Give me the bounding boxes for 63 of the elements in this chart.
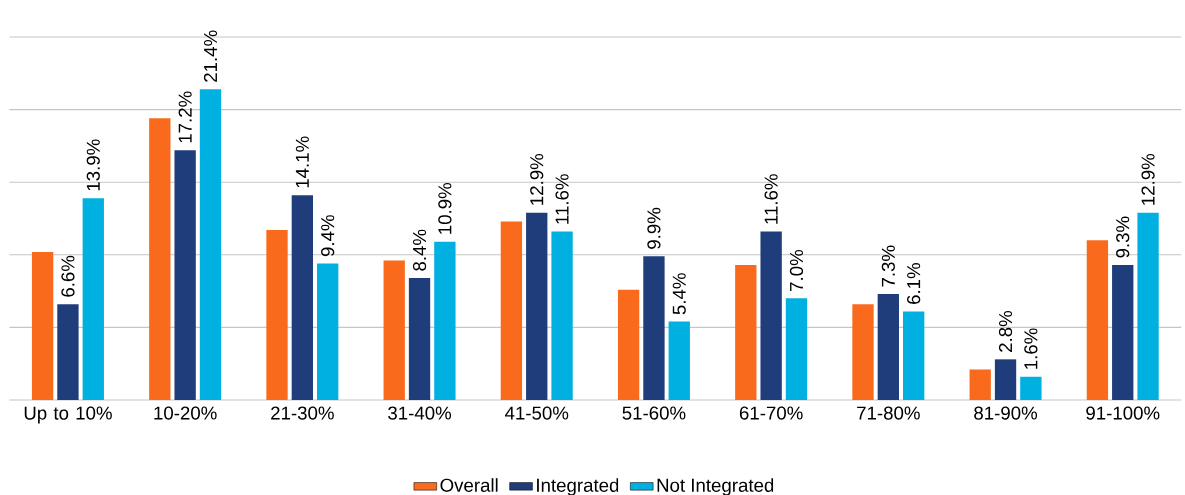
data-label: 9.3% bbox=[1116, 216, 1130, 258]
data-label: 12.9% bbox=[530, 153, 544, 205]
data-label: 2.8% bbox=[998, 310, 1013, 352]
data-label: 13.9% bbox=[86, 139, 100, 191]
x-tick-label: 31-40% bbox=[388, 406, 452, 420]
bar bbox=[760, 231, 782, 400]
bar bbox=[82, 198, 104, 400]
bar bbox=[57, 304, 79, 400]
data-label: 9.9% bbox=[647, 207, 661, 249]
bar bbox=[174, 150, 196, 400]
data-label: 5.4% bbox=[672, 273, 686, 315]
x-tick-label: 10-20% bbox=[154, 406, 217, 420]
bar bbox=[149, 118, 171, 400]
bar bbox=[1086, 240, 1109, 400]
data-label: 12.9% bbox=[1141, 153, 1155, 205]
bar bbox=[735, 264, 757, 400]
bar bbox=[877, 293, 899, 400]
data-label: 14.1% bbox=[295, 136, 309, 188]
data-label: 11.6% bbox=[555, 174, 569, 224]
bar bbox=[383, 260, 405, 400]
bar bbox=[500, 221, 523, 400]
x-tick-label: 41-50% bbox=[504, 406, 569, 420]
data-label: 9.4% bbox=[321, 215, 335, 257]
bar bbox=[903, 311, 925, 400]
x-tick-label: Up to 10% bbox=[24, 406, 112, 424]
bar bbox=[1112, 264, 1134, 400]
bar bbox=[408, 278, 431, 400]
data-label: 11.6% bbox=[764, 174, 778, 224]
x-tick-label: 51-60% bbox=[622, 406, 686, 420]
data-label: 6.6% bbox=[61, 255, 75, 297]
data-label: 10.9% bbox=[438, 182, 452, 234]
bar bbox=[969, 369, 991, 400]
bar bbox=[643, 256, 665, 400]
data-label: 1.6% bbox=[1024, 328, 1038, 369]
data-label: 6.1% bbox=[907, 263, 921, 304]
legend-label: Integrated bbox=[537, 478, 619, 495]
x-tick-label: 91-100% bbox=[1086, 406, 1160, 420]
x-tick-label: 71-80% bbox=[857, 406, 920, 420]
bar bbox=[852, 304, 874, 400]
bar bbox=[266, 230, 288, 400]
bar bbox=[785, 298, 808, 400]
bar bbox=[551, 231, 573, 400]
x-tick-label: 81-90% bbox=[974, 406, 1038, 420]
bar bbox=[199, 89, 222, 400]
bar bbox=[434, 241, 456, 400]
bar bbox=[617, 289, 640, 400]
legend-label: Overall bbox=[440, 478, 498, 492]
data-label: 7.0% bbox=[789, 249, 804, 291]
data-label: 21.4% bbox=[203, 30, 218, 82]
data-label: 8.4% bbox=[412, 229, 427, 271]
bar bbox=[526, 212, 548, 400]
x-tick-label: 21-30% bbox=[271, 406, 334, 420]
bar bbox=[1137, 212, 1159, 400]
bar bbox=[994, 359, 1017, 400]
bar bbox=[668, 321, 690, 400]
bar bbox=[31, 251, 54, 400]
legend-label: Not Integrated bbox=[657, 478, 774, 495]
bar bbox=[1020, 376, 1042, 400]
bar bbox=[317, 263, 339, 400]
data-label: 7.3% bbox=[881, 245, 895, 287]
data-label: 17.2% bbox=[178, 91, 192, 143]
x-tick-label: 61-70% bbox=[739, 406, 803, 420]
bar bbox=[291, 195, 314, 400]
